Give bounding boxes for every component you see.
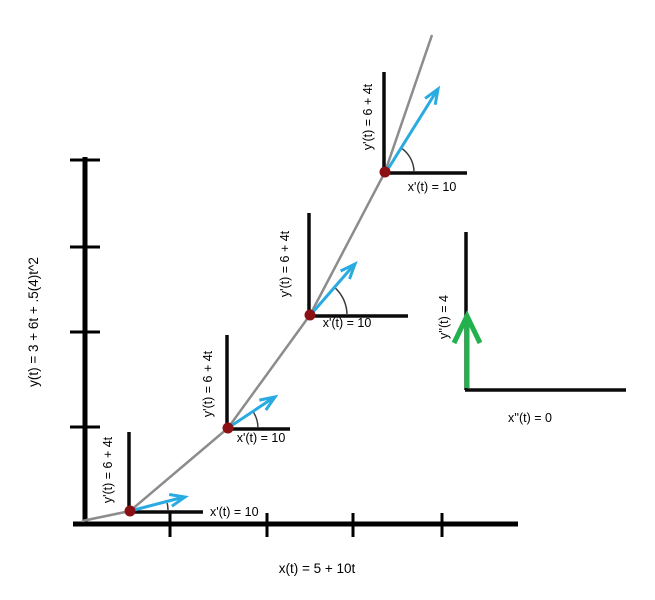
acceleration-x-axis-label: x''(t) = 0 — [508, 411, 552, 425]
velocity-arrow-shaft — [230, 396, 274, 428]
trajectory-curve — [81, 34, 434, 523]
y-axis-label: y(t) = 3 + 6t + .5(4)t^2 — [26, 257, 41, 387]
velocity-arrowhead — [339, 261, 358, 280]
local-y-axis-label: y'(t) = 6 + 4t — [101, 436, 115, 503]
local-y-axis-label: y'(t) = 6 + 4t — [361, 83, 375, 150]
velocity-point-3: x'(t) = 10 y'(t) = 6 + 4t — [278, 213, 408, 330]
velocity-arrow — [311, 261, 358, 313]
angle-arc — [400, 147, 415, 173]
velocity-arrowhead — [168, 493, 189, 508]
trajectory-point — [222, 422, 234, 434]
velocity-arrow-shaft — [133, 495, 185, 512]
angle-arc — [166, 502, 169, 512]
velocity-point-4: x'(t) = 10 y'(t) = 6 + 4t — [361, 72, 467, 194]
velocity-arrow-shaft — [386, 91, 438, 170]
main-axes — [70, 157, 518, 537]
velocity-arrow-shaft — [311, 265, 355, 313]
acceleration-axes: y''(t) = 4 x''(t) = 0 — [437, 232, 626, 425]
trajectory-point — [379, 166, 391, 178]
local-y-axis-label: y'(t) = 6 + 4t — [278, 230, 292, 297]
angle-arc — [334, 287, 348, 316]
local-x-axis-label: x'(t) = 10 — [210, 505, 259, 519]
velocity-arrow — [386, 85, 441, 170]
trajectory-point — [304, 309, 316, 321]
velocity-arrow — [230, 394, 279, 428]
local-x-axis-label: x'(t) = 10 — [323, 316, 372, 330]
acceleration-arrowhead — [451, 310, 483, 345]
local-y-axis-label: y'(t) = 6 + 4t — [201, 350, 215, 417]
acceleration-arrow — [451, 310, 483, 388]
local-x-axis-label: x'(t) = 10 — [408, 180, 457, 194]
acceleration-y-axis-label: y''(t) = 4 — [437, 295, 451, 339]
local-x-axis-label: x'(t) = 10 — [237, 431, 286, 445]
velocity-arrowhead — [424, 85, 441, 106]
velocity-arrow — [133, 493, 189, 512]
trajectory-point — [124, 505, 136, 517]
angle-arc — [252, 411, 259, 429]
x-axis-label: x(t) = 5 + 10t — [279, 561, 356, 576]
velocity-point-1: x'(t) = 10 y'(t) = 6 + 4t — [101, 432, 259, 519]
velocity-arrowhead — [259, 394, 279, 411]
velocity-point-2: x'(t) = 10 y'(t) = 6 + 4t — [201, 335, 290, 445]
